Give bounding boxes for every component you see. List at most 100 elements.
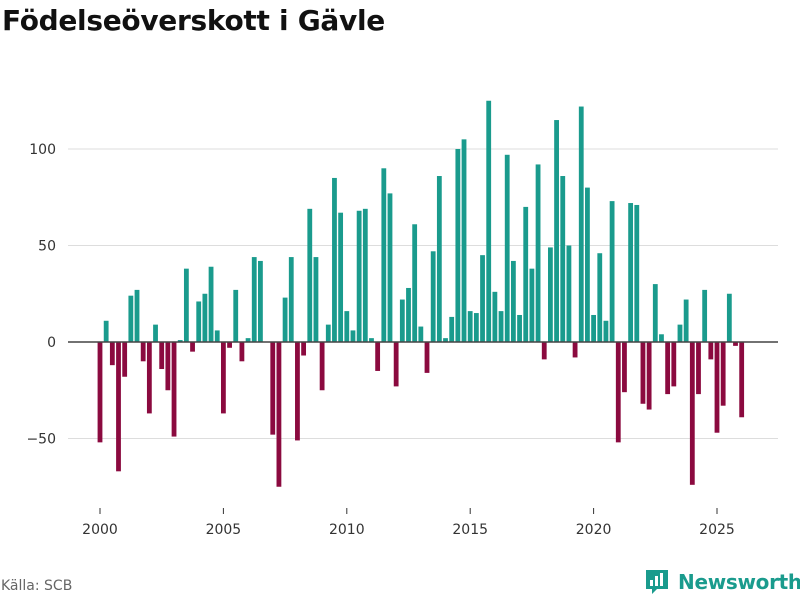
bar xyxy=(733,342,738,346)
bar xyxy=(652,284,658,342)
bars xyxy=(97,100,745,487)
bar xyxy=(726,293,732,342)
newsworthy-logo-icon xyxy=(646,570,668,594)
bar xyxy=(609,201,615,342)
y-tick-label: 0 xyxy=(47,335,56,351)
bar xyxy=(696,342,701,395)
bar xyxy=(301,342,307,356)
bar xyxy=(319,342,325,391)
brand-logo[interactable]: Newsworthy xyxy=(644,568,800,596)
bar xyxy=(578,106,584,342)
x-axis-ticks: 2000 2005 2010 2015 2020 2025 xyxy=(82,508,735,538)
bar xyxy=(486,100,492,342)
x-tick-label: 2000 xyxy=(82,522,118,538)
brand-name: Newsworthy xyxy=(678,570,800,594)
bar xyxy=(146,342,152,414)
bar xyxy=(603,320,609,342)
chart-title: Födelseöverskott i Gävle xyxy=(2,4,385,37)
bar xyxy=(202,293,208,342)
bar xyxy=(554,120,559,342)
bar xyxy=(282,297,288,342)
bar xyxy=(671,342,677,387)
bar xyxy=(134,289,140,342)
bar xyxy=(276,342,282,487)
x-tick-label: 2010 xyxy=(329,522,365,538)
x-tick-label: 2025 xyxy=(699,522,735,538)
y-axis-ticks: 100 50 0 −50 xyxy=(26,142,56,448)
bar xyxy=(449,316,455,342)
bar xyxy=(258,260,263,342)
bar xyxy=(412,224,418,342)
bar xyxy=(140,342,146,362)
bar xyxy=(572,342,578,358)
bar xyxy=(116,342,121,472)
bar xyxy=(615,342,621,443)
bar xyxy=(332,177,337,342)
bar xyxy=(566,245,572,342)
bar xyxy=(529,268,535,342)
bar xyxy=(103,320,109,342)
bar xyxy=(171,342,177,437)
bar xyxy=(387,193,393,342)
bar xyxy=(270,342,276,435)
bar xyxy=(535,164,541,342)
bar xyxy=(239,342,245,362)
bar xyxy=(683,299,689,342)
bar xyxy=(251,257,257,342)
bar xyxy=(720,342,726,406)
bar xyxy=(153,324,158,342)
bar xyxy=(541,342,547,360)
bar xyxy=(307,208,313,342)
x-tick-label: 2005 xyxy=(206,522,242,538)
bar xyxy=(430,251,436,342)
bar xyxy=(362,208,368,342)
bar xyxy=(597,253,603,342)
bar xyxy=(634,204,640,342)
bar xyxy=(356,210,362,342)
bar xyxy=(517,314,522,342)
bar xyxy=(455,149,461,342)
bar xyxy=(473,313,479,342)
y-tick-label: 100 xyxy=(29,142,56,158)
bar xyxy=(708,342,714,360)
bar xyxy=(436,176,442,342)
bar xyxy=(523,206,529,342)
bar xyxy=(227,342,232,348)
bar xyxy=(122,342,128,377)
bar xyxy=(418,326,424,342)
bar xyxy=(622,342,627,393)
bar xyxy=(739,342,745,418)
bar xyxy=(677,324,683,342)
bar xyxy=(443,338,448,342)
bar xyxy=(109,342,115,366)
bar xyxy=(504,154,510,342)
bar xyxy=(325,324,331,342)
bar xyxy=(393,342,399,387)
x-tick-label: 2020 xyxy=(576,522,612,538)
bar xyxy=(560,176,566,342)
bar xyxy=(646,342,652,410)
bar xyxy=(233,289,239,342)
bar xyxy=(665,342,671,395)
y-tick-label: −50 xyxy=(26,432,56,448)
gridlines xyxy=(68,148,778,439)
bar xyxy=(128,295,134,342)
bar xyxy=(220,342,226,414)
bar xyxy=(177,340,183,342)
bar xyxy=(591,314,596,342)
bar xyxy=(492,291,498,342)
bar xyxy=(480,255,485,342)
y-tick-label: 50 xyxy=(38,239,56,255)
bar xyxy=(640,342,646,404)
bar xyxy=(702,289,708,342)
bar xyxy=(165,342,171,391)
bar xyxy=(288,257,294,342)
bar xyxy=(97,342,103,443)
source-note: Källa: SCB xyxy=(1,578,73,594)
bar xyxy=(659,334,664,342)
bar xyxy=(548,247,553,342)
bar xyxy=(467,311,473,342)
bar xyxy=(313,257,319,342)
bar xyxy=(208,266,214,342)
